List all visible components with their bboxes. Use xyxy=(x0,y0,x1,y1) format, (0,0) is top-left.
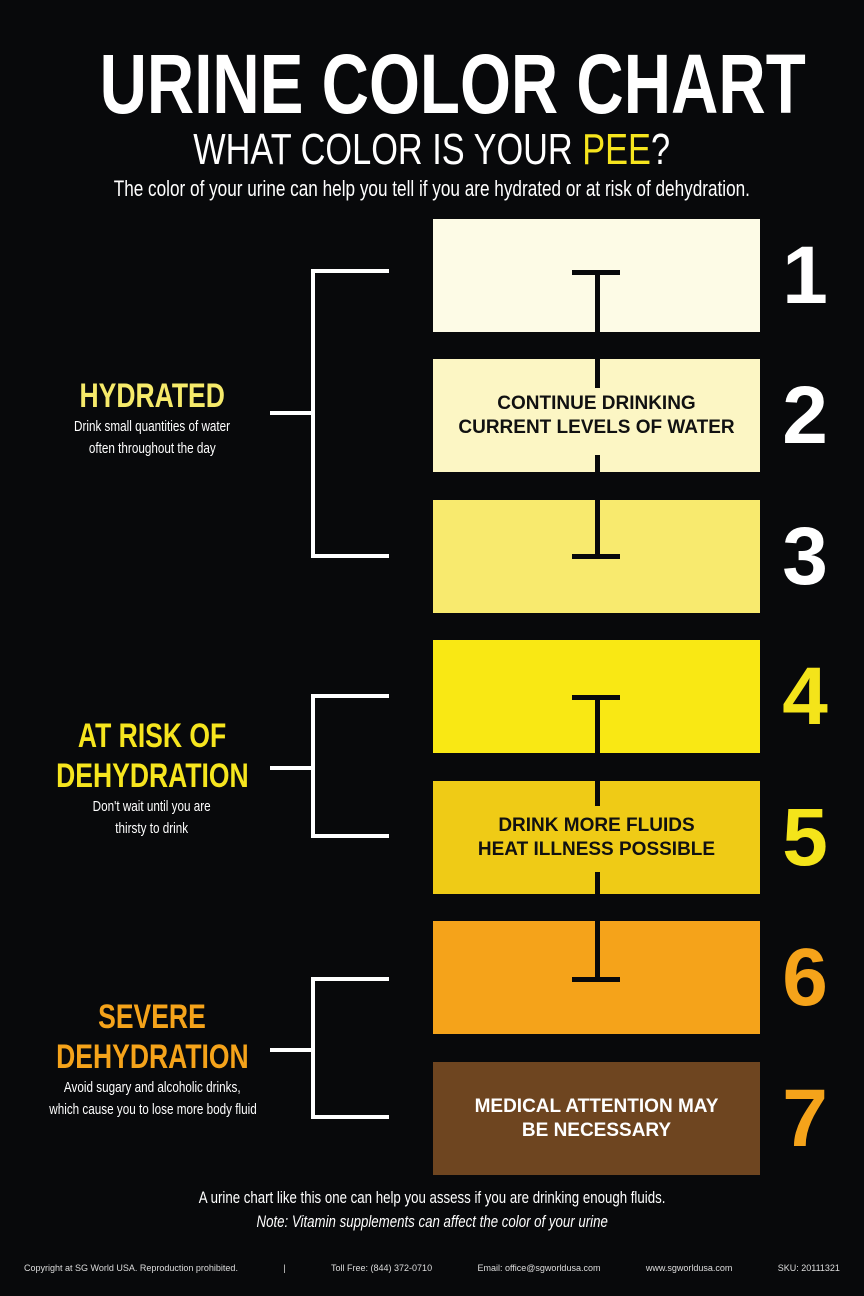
group-description: Avoid sugary and alcoholic drinks, xyxy=(63,1079,241,1096)
level-number: 2 xyxy=(782,370,828,461)
hydration-group: HYDRATED Drink small quantities of water o… xyxy=(20,376,284,460)
group-heading: DEHYDRATION xyxy=(55,1038,249,1076)
hydration-group: AT RISK OF DEHYDRATION Don't wait until yo… xyxy=(20,716,284,840)
level-number: 6 xyxy=(782,932,828,1023)
footer-website: www.sgworldusa.com xyxy=(645,1263,733,1273)
group-description: Don't wait until you are xyxy=(93,798,211,815)
page-title: URINE COLOR CHART xyxy=(99,37,806,131)
advice-line: BE NECESSARY xyxy=(521,1119,672,1141)
advice-line: HEAT ILLNESS POSSIBLE xyxy=(477,838,716,860)
swatch-advice: CONTINUE DRINKING CURRENT LEVELS OF WATER xyxy=(458,392,734,440)
advice-line: CURRENT LEVELS OF WATER xyxy=(458,416,735,438)
hydration-group: SEVERE DEHYDRATION Avoid sugary and alcoho… xyxy=(20,997,284,1121)
bracket-stem xyxy=(270,411,314,415)
color-swatch-7: MEDICAL ATTENTION MAY BE NECESSARY xyxy=(433,1062,760,1175)
bracket-top xyxy=(311,977,389,981)
level-number: 5 xyxy=(782,792,828,883)
bracket-stem xyxy=(270,766,314,770)
group-heading: DEHYDRATION xyxy=(55,757,249,795)
level-number: 7 xyxy=(782,1073,828,1164)
connector-line xyxy=(595,455,600,472)
level-number: 1 xyxy=(782,230,828,321)
bracket-stem xyxy=(270,1048,314,1052)
connector-line xyxy=(595,781,600,806)
swatch-advice: MEDICAL ATTENTION MAY BE NECESSARY xyxy=(475,1095,719,1143)
level-number: 3 xyxy=(782,511,828,602)
group-description: often throughout the day xyxy=(88,440,216,457)
group-description: Drink small quantities of water xyxy=(73,418,231,435)
footer: Copyright at SG World USA. Reproduction … xyxy=(24,1262,840,1274)
connector-line xyxy=(595,921,600,979)
group-heading: AT RISK OF xyxy=(77,717,227,755)
bracket-bottom xyxy=(311,1115,389,1119)
connector-line xyxy=(595,872,600,894)
group-heading: SEVERE xyxy=(98,998,206,1036)
connector-cap xyxy=(572,695,620,700)
bracket-bottom xyxy=(311,554,389,558)
group-description: which cause you to lose more body fluid xyxy=(49,1101,257,1118)
advice-line: DRINK MORE FLUIDS xyxy=(498,814,695,836)
bracket-bottom xyxy=(311,834,389,838)
footer-copyright: Copyright at SG World USA. Reproduction … xyxy=(24,1263,238,1273)
connector-line xyxy=(595,272,600,332)
connector-cap xyxy=(572,270,620,275)
footer-sku: SKU: 20111321 xyxy=(777,1263,840,1273)
connector-line xyxy=(595,359,600,388)
connector-cap xyxy=(572,554,620,559)
footer-separator: | xyxy=(283,1263,286,1273)
connector-line xyxy=(595,500,600,556)
bracket-top xyxy=(311,269,389,273)
connector-line xyxy=(595,697,600,753)
page-subtitle: WHAT COLOR IS YOUR PEE? xyxy=(193,125,671,174)
advice-line: MEDICAL ATTENTION MAY xyxy=(474,1095,719,1117)
advice-line: CONTINUE DRINKING xyxy=(497,392,696,414)
footer-email: Email: office@sgworldusa.com xyxy=(477,1263,601,1273)
bottom-note: A urine chart like this one can help you… xyxy=(198,1188,666,1207)
level-number: 4 xyxy=(782,651,828,742)
connector-cap xyxy=(572,977,620,982)
vitamin-note: Note: Vitamin supplements can affect the… xyxy=(256,1212,608,1231)
group-heading: HYDRATED xyxy=(79,377,225,415)
footer-phone: Toll Free: (844) 372-0710 xyxy=(331,1263,433,1273)
bracket-top xyxy=(311,694,389,698)
intro-text: The color of your urine can help you tel… xyxy=(113,176,751,201)
swatch-advice: DRINK MORE FLUIDS HEAT ILLNESS POSSIBLE xyxy=(478,814,715,862)
group-description: thirsty to drink xyxy=(115,820,189,837)
